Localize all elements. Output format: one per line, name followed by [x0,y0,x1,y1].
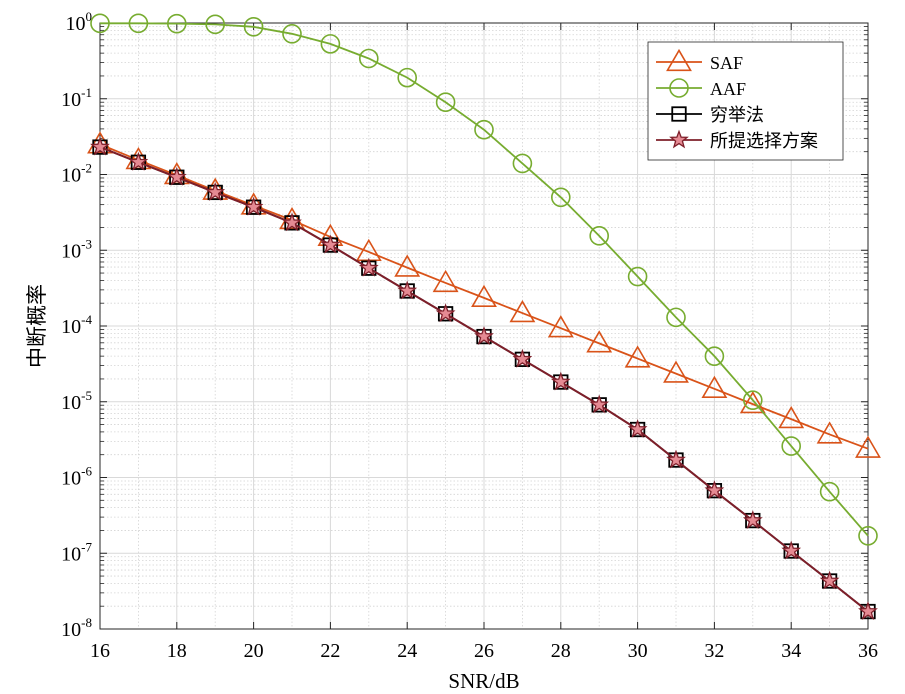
series-point [512,153,533,174]
x-axis-label: SNR/dB [448,669,519,693]
series-point [243,17,264,37]
x-tick-label: 32 [704,640,724,662]
series-point [435,92,456,113]
series-point [397,280,418,300]
series-line [99,143,869,450]
series-point [166,166,187,186]
x-tick-label: 26 [474,640,494,662]
series-point [819,570,840,590]
series-point [358,48,379,69]
legend-label: AAF [710,79,746,99]
series-point [547,315,574,338]
x-tick-label: 24 [397,640,417,662]
legend-marker [669,78,689,98]
series-point [509,299,536,323]
series-point [739,390,766,414]
series-point [128,151,149,171]
series-point [432,269,459,293]
series-1 [90,13,878,546]
y-tick-label: 10-6 [61,464,92,490]
series-point [742,510,763,529]
series-point [512,348,533,368]
x-tick-label: 22 [320,640,340,662]
series-point [397,67,418,88]
series-point [167,13,187,34]
series-point [358,257,379,277]
legend-label: 穷举法 [710,105,764,125]
series-3 [90,136,878,620]
series-point [589,226,610,246]
series-point [781,436,802,456]
y-tick-label: 10-4 [61,312,92,338]
series-point [205,14,225,35]
legend-label: 所提选择方案 [710,131,818,151]
y-tick-label: 100 [66,9,93,35]
x-tick-label: 36 [858,640,878,662]
series-point [666,307,686,328]
x-tick-label: 20 [244,640,264,662]
series-point [586,330,613,353]
series-point [858,601,878,620]
series-point [435,303,456,323]
series-point [663,360,689,383]
x-tick-label: 18 [167,640,187,662]
series-line [100,22,869,537]
series-point [90,13,110,34]
series-point [742,390,763,410]
series-point [550,187,571,208]
series-point [90,136,110,156]
series-point [627,266,648,287]
x-tick-label: 16 [90,640,110,662]
series-point [666,449,686,469]
series-point [128,13,149,34]
series-point [781,540,802,560]
series-point [282,24,302,44]
series-point [819,481,840,502]
x-tick-label: 34 [781,640,801,662]
series-point [589,394,610,414]
legend-marker [669,129,689,149]
series-point [282,212,302,232]
series-point [87,131,113,154]
x-tick-label: 30 [628,640,648,662]
y-axis-label: 中断概率 [25,284,49,368]
series-point [627,419,648,438]
series-point [816,421,843,444]
y-tick-label: 10-2 [61,161,92,187]
series-point [205,182,226,201]
series-point [394,254,421,277]
y-tick-label: 10-7 [61,539,92,565]
series-point [858,525,878,546]
series-point [471,284,497,308]
series-point [550,371,571,391]
series-point [855,435,881,458]
series-point [624,345,651,368]
series-point [320,34,341,54]
series-point [243,196,264,216]
series-0 [87,131,881,458]
y-tick-label: 10-8 [61,615,92,641]
series-point [320,234,341,254]
series-point [704,480,725,500]
x-tick-label: 28 [551,640,571,662]
series-point [279,206,305,230]
series-point [704,346,725,366]
series-point [778,405,805,429]
y-tick-label: 10-1 [61,85,92,111]
y-tick-label: 10-5 [61,388,92,414]
axis-ticks: 16 18 20 22 24 26 28 30 32 34 36 100 10-1 10-2 10-3 10-… [61,9,878,662]
series-point [701,375,728,398]
y-tick-label: 10-3 [61,236,92,262]
legend-marker [666,48,692,72]
legend-label: SAF [710,53,743,73]
series-point [474,119,494,140]
series-layer [87,13,881,620]
legend-marker [671,106,687,122]
series-point [474,326,494,346]
